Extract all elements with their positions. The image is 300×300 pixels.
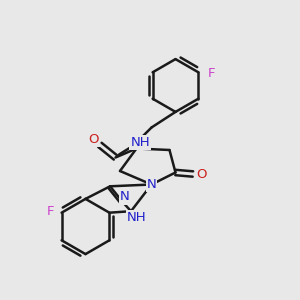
Text: F: F xyxy=(208,67,215,80)
Text: N: N xyxy=(120,190,129,203)
Text: NH: NH xyxy=(127,211,146,224)
Text: NH: NH xyxy=(130,136,150,149)
Text: O: O xyxy=(88,133,98,146)
Text: N: N xyxy=(147,178,156,191)
Text: F: F xyxy=(46,205,54,218)
Text: O: O xyxy=(196,167,207,181)
